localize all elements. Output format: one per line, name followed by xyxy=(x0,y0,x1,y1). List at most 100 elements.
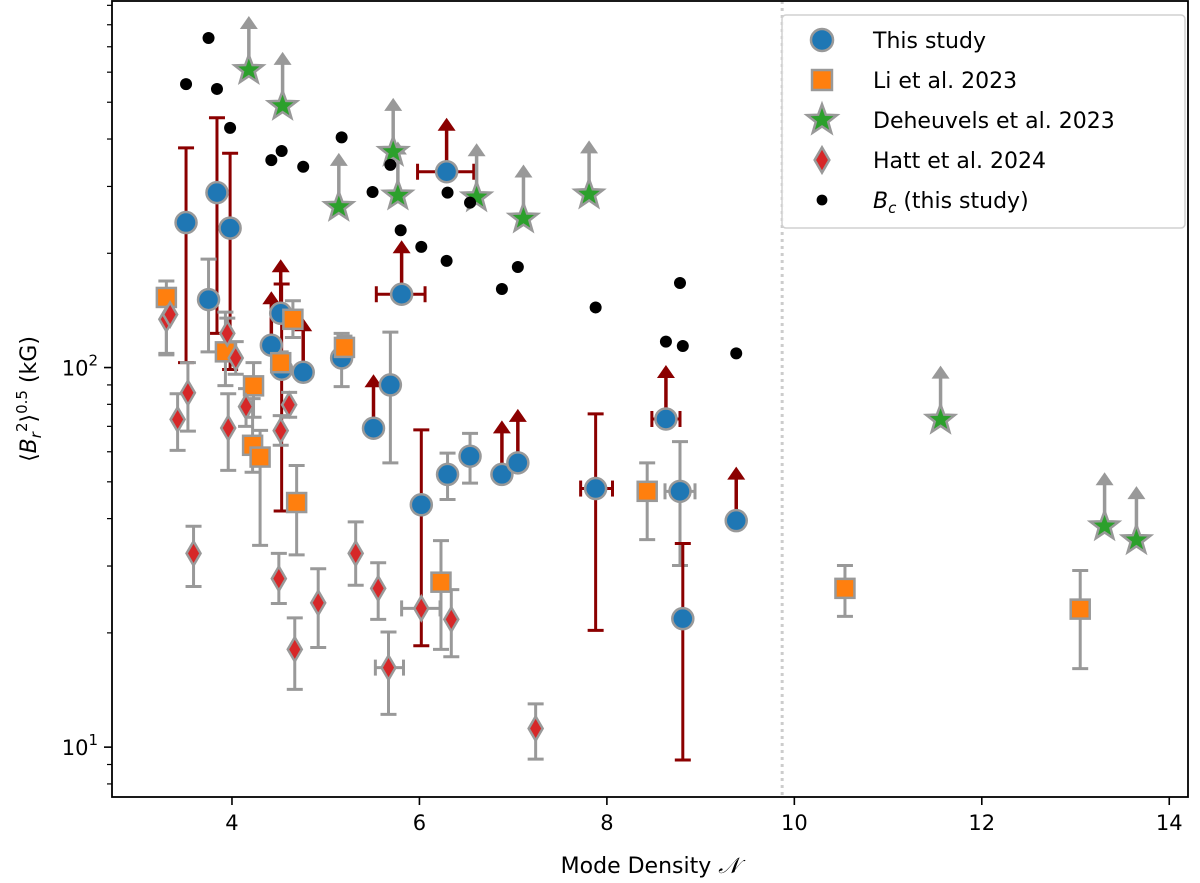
point-li-et-al-2023 xyxy=(636,480,658,503)
point-li-et-al-2023 xyxy=(1069,598,1091,620)
arrow-head-deheuvels-et-al-2023 xyxy=(514,164,533,178)
point-b-c-this-study xyxy=(589,301,602,314)
point-hatt-et-al-2024 xyxy=(237,392,255,422)
point-this-study xyxy=(435,462,460,487)
point-deheuvels-et-al-2023 xyxy=(1086,507,1123,542)
x-tick-label: 10 xyxy=(781,811,808,835)
point-b-c-this-study xyxy=(495,283,508,296)
point-b-c-this-study xyxy=(464,196,477,209)
x-axis-label: Mode Density 𝒩 xyxy=(561,854,747,879)
point-b-c-this-study xyxy=(265,154,278,167)
point-this-study xyxy=(458,444,482,468)
arrow-head-deheuvels-et-al-2023 xyxy=(329,152,348,166)
point-hatt-et-al-2024 xyxy=(169,404,187,434)
point-hatt-et-al-2024 xyxy=(442,604,460,634)
point-b-c-this-study xyxy=(394,224,407,237)
arrow-head-deheuvels-et-al-2023 xyxy=(384,97,403,111)
point-b-c-this-study xyxy=(440,254,453,267)
point-deheuvels-et-al-2023 xyxy=(380,176,416,211)
point-li-et-al-2023 xyxy=(155,286,178,309)
arrow-head-this-study xyxy=(656,364,675,378)
point-this-study xyxy=(506,451,530,475)
point-b-c-this-study xyxy=(384,158,397,171)
point-hatt-et-al-2024 xyxy=(347,538,365,568)
point-this-study xyxy=(291,360,315,384)
plot-frame xyxy=(111,0,1189,798)
point-li-et-al-2023 xyxy=(269,351,292,374)
legend: This study Li et al. 2023 Deheuvels et a… xyxy=(781,14,1186,229)
arrow-head-deheuvels-et-al-2023 xyxy=(1127,486,1146,500)
legend-marker-circle xyxy=(809,27,835,53)
point-this-study xyxy=(671,606,695,631)
axis-ticks: 4 6 8 10 12 14 101 102 xyxy=(62,4,1183,835)
point-hatt-et-al-2024 xyxy=(185,538,202,568)
x-tick-label: 12 xyxy=(968,811,995,835)
point-this-study xyxy=(490,462,514,487)
legend-box xyxy=(781,14,1186,229)
point-deheuvels-et-al-2023 xyxy=(231,51,267,86)
point-deheuvels-et-al-2023 xyxy=(571,175,607,210)
point-hatt-et-al-2024 xyxy=(286,634,304,664)
y-tick-label: 101 xyxy=(62,731,98,760)
point-b-c-this-study xyxy=(275,144,288,157)
point-b-c-this-study xyxy=(676,339,689,352)
arrow-head-deheuvels-et-al-2023 xyxy=(580,140,599,154)
data-markers xyxy=(155,32,1155,743)
point-b-c-this-study xyxy=(366,186,379,199)
point-deheuvels-et-al-2023 xyxy=(1118,521,1155,556)
point-li-et-al-2023 xyxy=(430,571,452,593)
point-hatt-et-al-2024 xyxy=(309,588,327,618)
point-hatt-et-al-2024 xyxy=(270,564,288,594)
x-tick-label: 6 xyxy=(413,811,426,835)
point-hatt-et-al-2024 xyxy=(218,318,236,348)
point-li-et-al-2023 xyxy=(249,446,271,468)
legend-label-hatt-2024: Hatt et al. 2024 xyxy=(873,149,1046,174)
point-b-c-this-study xyxy=(202,32,215,45)
point-li-et-al-2023 xyxy=(282,308,304,331)
point-deheuvels-et-al-2023 xyxy=(505,199,542,234)
point-hatt-et-al-2024 xyxy=(219,413,237,443)
point-hatt-et-al-2024 xyxy=(272,416,290,446)
y-tick-label: 102 xyxy=(62,352,98,381)
point-this-study xyxy=(174,210,198,235)
point-b-c-this-study xyxy=(224,121,237,134)
point-b-c-this-study xyxy=(730,347,743,360)
legend-label-this-study: This study xyxy=(872,29,986,54)
arrow-head-this-study xyxy=(364,374,383,388)
point-b-c-this-study xyxy=(210,82,223,95)
x-tick-label: 14 xyxy=(1156,811,1183,835)
legend-marker-dot xyxy=(816,194,828,206)
point-hatt-et-al-2024 xyxy=(369,573,387,603)
point-li-et-al-2023 xyxy=(333,336,356,359)
arrow-head-deheuvels-et-al-2023 xyxy=(273,51,292,65)
point-b-c-this-study xyxy=(511,261,524,274)
arrow-head-this-study xyxy=(437,117,456,131)
legend-marker-diamond xyxy=(813,144,831,176)
arrow-head-this-study xyxy=(492,420,511,434)
point-this-study xyxy=(389,282,414,306)
point-hatt-et-al-2024 xyxy=(179,378,197,408)
point-deheuvels-et-al-2023 xyxy=(458,178,495,213)
point-b-c-this-study xyxy=(180,78,193,91)
point-b-c-this-study xyxy=(659,335,672,348)
point-this-study xyxy=(654,407,678,431)
legend-label-li-2023: Li et al. 2023 xyxy=(873,69,1017,94)
point-hatt-et-al-2024 xyxy=(412,593,430,623)
point-hatt-et-al-2024 xyxy=(380,653,397,683)
legend-label-deheuvels-2023: Deheuvels et al. 2023 xyxy=(873,109,1115,134)
point-hatt-et-al-2024 xyxy=(280,390,298,420)
point-deheuvels-et-al-2023 xyxy=(264,87,301,121)
point-this-study xyxy=(434,159,459,184)
x-tick-label: 4 xyxy=(225,811,238,835)
legend-marker-square xyxy=(810,68,834,92)
point-this-study xyxy=(205,180,229,205)
point-b-c-this-study xyxy=(673,277,686,290)
arrow-head-deheuvels-et-al-2023 xyxy=(239,15,258,29)
point-hatt-et-al-2024 xyxy=(227,343,245,373)
point-li-et-al-2023 xyxy=(285,491,308,514)
point-li-et-al-2023 xyxy=(834,577,856,600)
point-deheuvels-et-al-2023 xyxy=(321,188,357,222)
arrow-head-deheuvels-et-al-2023 xyxy=(467,143,486,157)
arrow-head-this-study xyxy=(727,466,746,480)
